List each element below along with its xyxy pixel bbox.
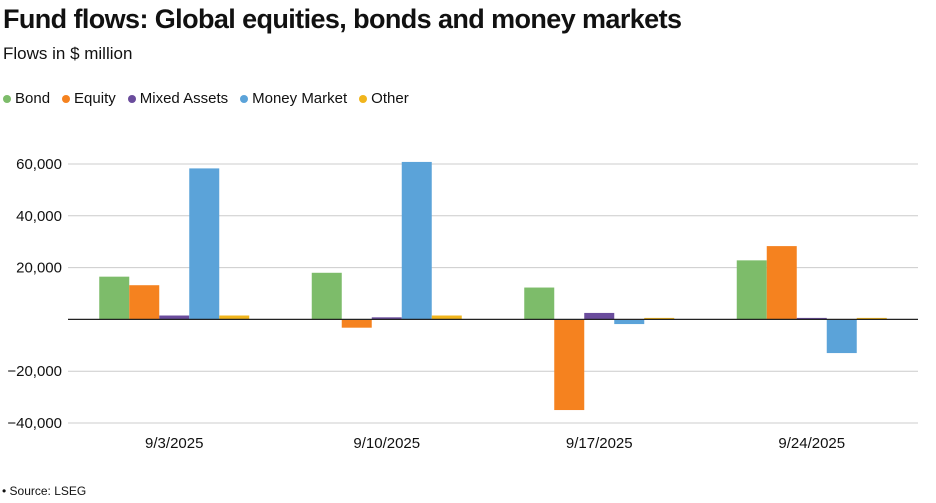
bar-equity-1	[129, 285, 160, 320]
bar-money-market-3	[614, 319, 645, 325]
y-tick-label: −20,000	[7, 363, 62, 380]
bar-bond-2	[311, 272, 342, 320]
legend-label: Equity	[74, 90, 116, 107]
legend-swatch	[3, 94, 11, 103]
legend-swatch	[62, 94, 71, 103]
bar-bond-4	[736, 260, 767, 320]
bar-chart: −40,000 −20,000 20,000 40,000 60,000 9/3/2025…	[7, 156, 918, 452]
legend-label: Other	[371, 90, 409, 107]
chart-title: Fund flows: Global equities, bonds and m…	[3, 4, 682, 34]
bar-other-4	[856, 317, 887, 320]
legend-item-money-market: Money Market	[240, 90, 347, 107]
legend-item-equity: Equity	[62, 90, 116, 107]
y-tick-label: 40,000	[16, 208, 62, 225]
x-tick-label: 9/3/2025	[145, 435, 203, 452]
bar-mixed-assets-3	[584, 312, 615, 320]
bar-money-market-1	[189, 168, 220, 320]
bar-other-2	[431, 315, 462, 320]
bar-money-market-2	[401, 161, 432, 320]
bar-mixed-assets-2	[371, 317, 402, 320]
source-note: • Source: LSEG	[2, 484, 87, 498]
bar-bond-1	[99, 276, 130, 320]
bar-other-1	[219, 315, 250, 320]
legend-item-mixed-assets: Mixed Assets	[127, 90, 229, 107]
bar-equity-3	[554, 319, 585, 411]
x-tick-label: 9/10/2025	[353, 435, 420, 452]
legend: Bond Equity Mixed Assets Money Market Other	[3, 90, 421, 107]
bar-equity-4	[766, 246, 797, 320]
bar-mixed-assets-1	[159, 315, 190, 320]
y-tick-label: 20,000	[16, 260, 62, 277]
legend-swatch	[127, 94, 136, 103]
legend-label: Bond	[15, 90, 51, 107]
y-tick-label: −40,000	[7, 415, 62, 432]
chart-subtitle: Flows in $ million	[3, 44, 133, 63]
x-tick-label: 9/24/2025	[778, 435, 845, 452]
x-tick-label: 9/17/2025	[566, 435, 633, 452]
legend-item-other: Other	[359, 90, 409, 107]
legend-label: Mixed Assets	[139, 90, 229, 107]
legend-swatch	[240, 94, 249, 103]
bar-other-3	[644, 317, 675, 320]
bar-bond-3	[524, 287, 555, 320]
legend-label: Money Market	[252, 90, 348, 107]
bar-equity-2	[341, 319, 372, 328]
bar-mixed-assets-4	[796, 317, 827, 320]
legend-item-bond: Bond	[3, 90, 50, 107]
legend-swatch	[359, 94, 368, 103]
y-tick-label: 60,000	[16, 156, 62, 173]
bar-money-market-4	[826, 319, 857, 354]
